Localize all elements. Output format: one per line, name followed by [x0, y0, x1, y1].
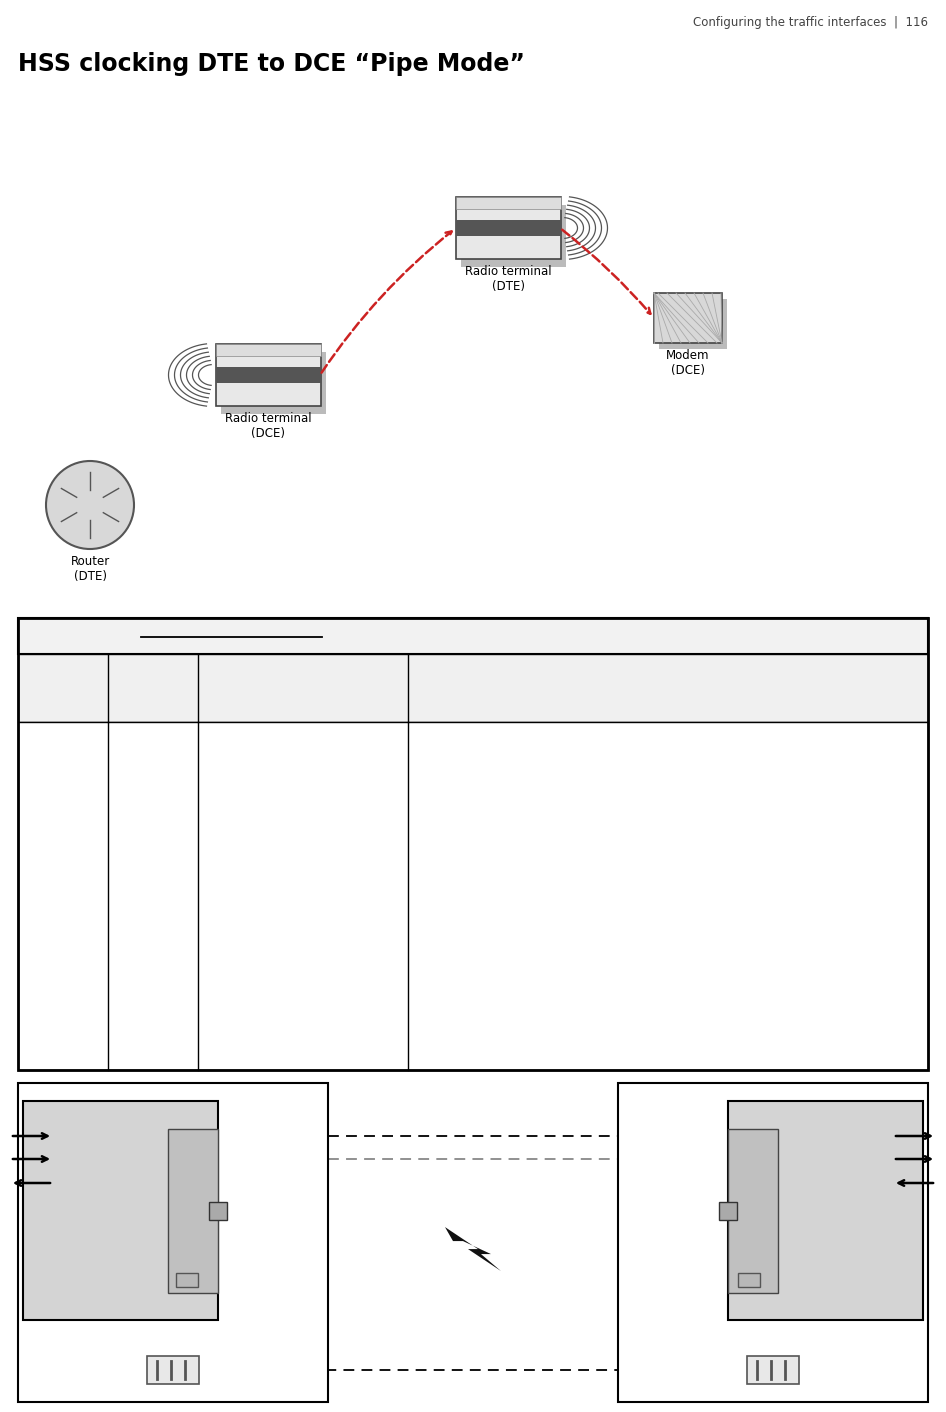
Text: 56 kbit/s of overhead is used to
transport RxC and TxC from
HSS DTE to HSS DCE.: 56 kbit/s of overhead is used to transpo…: [205, 731, 416, 775]
Text: DCE
clocks
used: DCE clocks used: [129, 662, 177, 709]
Text: the externally supplied RxC and TxC: the externally supplied RxC and TxC: [415, 832, 658, 844]
Bar: [168, 1130, 218, 1293]
Bar: [728, 1101, 923, 1320]
Bar: [220, 352, 325, 414]
Bar: [18, 1083, 328, 1402]
Text: Radio terminal
(DTE): Radio terminal (DTE): [464, 265, 552, 294]
Bar: [461, 205, 566, 267]
Text: Modem
(DCE): Modem (DCE): [666, 349, 710, 377]
Text: Comment: Comment: [631, 679, 706, 693]
Bar: [176, 1274, 198, 1286]
Text: Terminal: Terminal: [141, 1084, 205, 1099]
Text: HSS (DCE): HSS (DCE): [845, 1106, 917, 1118]
Circle shape: [46, 460, 134, 549]
Text: conjunction with any interface: conjunction with any interface: [415, 993, 618, 1005]
Bar: [18, 654, 928, 722]
Text: XTxC: XTxC: [887, 1176, 918, 1189]
Bar: [216, 345, 321, 407]
Text: (Pass-through clocking): (Pass-through clocking): [323, 623, 524, 638]
Bar: [18, 722, 928, 1070]
Bar: [216, 345, 321, 356]
Text: networks.: networks.: [415, 932, 481, 945]
Bar: [18, 618, 928, 654]
Bar: [456, 198, 560, 258]
Bar: [147, 1356, 199, 1384]
Bar: [456, 198, 560, 209]
Text: DTE
clocks
used: DTE clocks used: [39, 662, 87, 709]
Bar: [456, 220, 560, 236]
Text: cascaded (that is, multi-link): cascaded (that is, multi-link): [415, 912, 605, 925]
Polygon shape: [445, 1227, 501, 1271]
Text: Configuring the traffic interfaces  |  116: Configuring the traffic interfaces | 116: [693, 16, 928, 30]
Text: system clock: system clock: [735, 1387, 812, 1399]
Text: Router
(DTE): Router (DTE): [70, 555, 110, 583]
Text: RxC: RxC: [895, 1130, 918, 1142]
Text: This is the preferred dual external clock system.: This is the preferred dual external cloc…: [415, 731, 737, 746]
Bar: [747, 1356, 799, 1384]
Bar: [209, 1202, 227, 1220]
Text: This mode cannot be used in: This mode cannot be used in: [415, 971, 608, 986]
Text: HSS (DTE): HSS (DTE): [29, 1106, 100, 1118]
Bar: [216, 367, 321, 383]
Text: RxC: RxC: [28, 1130, 51, 1142]
Text: Clock passing: Clock passing: [250, 679, 357, 693]
Bar: [738, 1274, 760, 1286]
Bar: [659, 299, 727, 349]
Text: This is almost only required in: This is almost only required in: [415, 892, 616, 905]
Text: Both clocks travel in the same: Both clocks travel in the same: [415, 772, 618, 785]
Text: Radio terminal
(DCE): Radio terminal (DCE): [225, 412, 311, 441]
Text: are maintained independently.: are maintained independently.: [415, 851, 620, 866]
Bar: [618, 1083, 928, 1402]
Text: TxC: TxC: [896, 1152, 918, 1165]
Bar: [18, 618, 928, 1070]
Text: XTxC: XTxC: [28, 1176, 59, 1189]
Text: direction from DTE to DCE. This: direction from DTE to DCE. This: [415, 792, 625, 805]
Text: conversion to / from X.21.: conversion to / from X.21.: [415, 1012, 588, 1025]
Bar: [728, 1130, 778, 1293]
Text: RxC and
TxC: RxC and TxC: [25, 731, 80, 760]
Text: system clock: system clock: [134, 1387, 211, 1399]
Bar: [719, 1202, 737, 1220]
Text: RxC + TxC - 56 kbit/s overhead: RxC + TxC - 56 kbit/s overhead: [141, 623, 396, 638]
Bar: [654, 294, 722, 343]
Text: RxC and
TxC: RxC and TxC: [115, 731, 170, 760]
Text: DTE to DCE Mode 2:: DTE to DCE Mode 2:: [26, 623, 195, 638]
Text: HSS clocking DTE to DCE “Pipe Mode”: HSS clocking DTE to DCE “Pipe Mode”: [18, 52, 525, 76]
Text: Terminal: Terminal: [741, 1084, 805, 1099]
Text: mode is used when it is important that: mode is used when it is important that: [415, 812, 674, 825]
Text: TxC: TxC: [28, 1152, 50, 1165]
Bar: [23, 1101, 218, 1320]
